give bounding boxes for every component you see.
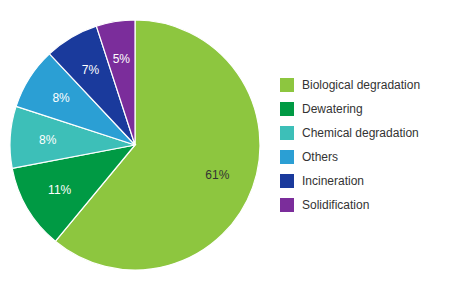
legend: Biological degradation Dewatering Chemical… [280,78,420,212]
pie [10,20,260,270]
legend-swatch [280,150,294,164]
legend-swatch [280,174,294,188]
data-label: 5% [113,52,131,66]
slice [96,20,135,145]
legend-label: Solidification [302,198,369,212]
legend-label: Incineration [302,174,364,188]
data-label: 11% [48,183,71,197]
legend-swatch [280,126,294,140]
legend-label: Chemical degradation [302,126,419,140]
legend-label: Dewatering [302,102,363,116]
data-labels: 61% 11% 8% 8% 7% 5% [39,52,230,197]
legend-label: Biological degradation [302,78,420,92]
legend-label: Others [302,150,338,164]
data-label: 7% [82,63,100,77]
legend-swatch [280,198,294,212]
legend-swatch [280,78,294,92]
data-label: 8% [39,133,57,147]
legend-swatch [280,102,294,116]
data-label: 8% [52,91,70,105]
chart: 61% 11% 8% 8% 7% 5% Biological degradation Dewa… [0,0,474,290]
data-label: 61% [205,168,229,182]
